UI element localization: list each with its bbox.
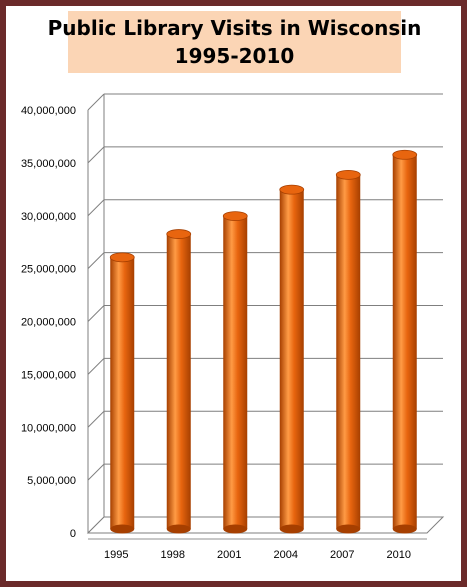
x-tick-label: 2007 [330,549,354,561]
y-tick-label: 35,000,000 [21,158,76,170]
chart-subtitle: 1995-2010 [174,44,295,68]
bar [110,257,135,529]
chart-title: Public Library Visits in Wisconsin [47,16,422,40]
x-tick-label: 2001 [217,549,241,561]
bar [166,234,191,529]
gridline-wall [87,93,105,111]
y-tick-label: 0 [70,528,76,540]
y-tick-label: 5,000,000 [27,475,76,487]
bar-base [279,524,304,534]
gridline-wall [87,463,105,481]
chart-title-box: Public Library Visits in Wisconsin 1995-… [48,11,421,73]
floor [86,516,445,534]
bar-base [223,524,248,534]
bar-top [166,229,192,239]
bar-top [109,252,135,263]
y-tick-label: 30,000,000 [21,211,76,223]
bar-top [335,169,361,180]
bar-top [279,184,305,195]
x-tick-label: 2004 [274,549,298,561]
gridline-wall [87,410,105,428]
gridline-wall [87,358,105,375]
bar-base [392,524,417,534]
bar-top [392,149,418,160]
bar [392,154,417,529]
bar-base [110,524,135,534]
x-tick-label: 1995 [104,549,128,561]
bar [336,174,361,530]
bar-base [166,524,191,534]
y-tick-label: 20,000,000 [21,317,76,329]
gridline-wall [87,199,105,217]
x-tick-label: 2010 [387,549,411,561]
gridline-wall [87,305,105,322]
gridline-wall [87,252,105,269]
y-tick-label: 10,000,000 [21,422,76,434]
y-tick-label: 15,000,000 [21,369,76,381]
y-tick-label: 40,000,000 [21,105,76,117]
x-tick-label: 1998 [161,549,185,561]
gridline-wall [87,146,105,164]
bar-top [222,211,248,221]
bar [223,216,248,529]
bar [279,189,304,529]
y-tick-label: 25,000,000 [21,264,76,276]
bar-base [336,524,361,534]
